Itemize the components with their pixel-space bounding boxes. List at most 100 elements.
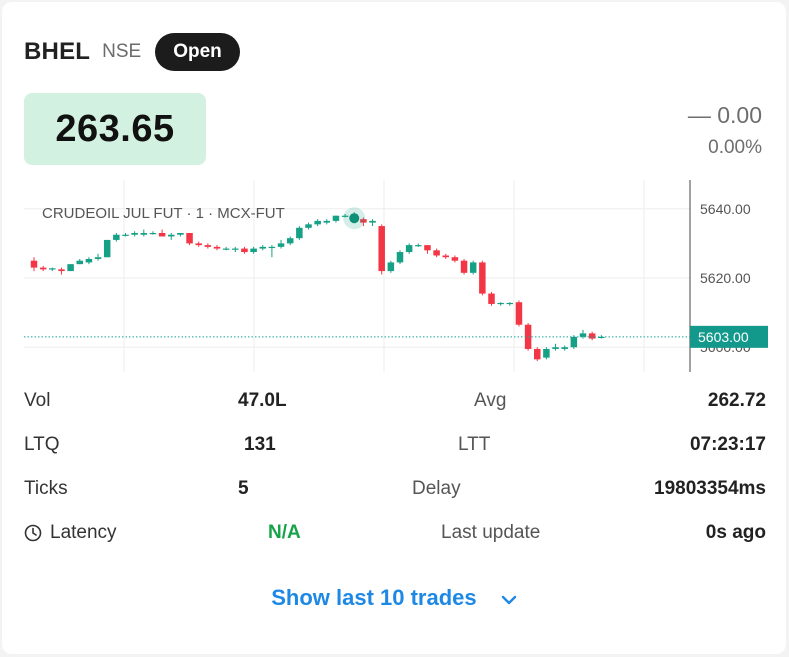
candle-body — [39, 267, 47, 270]
candle — [561, 345, 568, 351]
show-trades-label: Show last 10 trades — [271, 585, 477, 610]
candle — [387, 260, 395, 273]
candle-body — [259, 246, 266, 249]
candle — [543, 347, 550, 360]
candle-body — [405, 245, 413, 253]
candle-body — [168, 234, 175, 237]
stats-row: Latency N/A Last update 0s ago — [24, 518, 766, 562]
candle — [113, 233, 120, 242]
stats-row: Ticks 5 Delay 19803354ms — [24, 474, 766, 518]
candle — [469, 260, 477, 275]
stats-row: LTQ 131 LTT 07:23:17 — [24, 430, 766, 474]
candle — [85, 257, 93, 265]
candle-body — [424, 245, 431, 251]
candle — [570, 335, 578, 349]
candle-body — [378, 226, 385, 272]
candle — [49, 267, 56, 272]
latency-label: Latency — [50, 522, 117, 543]
show-trades-button[interactable]: Show last 10 trades — [2, 585, 786, 612]
last-price-tag-label: 5603.00 — [698, 329, 749, 345]
candle-body — [460, 260, 468, 273]
change-absolute: — 0.00 — [687, 102, 762, 128]
candle — [451, 255, 459, 263]
quote-header: BHEL NSE Open — [24, 33, 240, 71]
y-tick-label: 5620.00 — [700, 270, 751, 286]
symbol-name[interactable]: BHEL — [24, 38, 91, 65]
candle-body — [232, 248, 239, 250]
delay-value: 19803354ms — [654, 478, 766, 499]
chart-candles — [30, 212, 605, 362]
crosshair-dot — [349, 213, 360, 224]
candle-body — [314, 220, 321, 225]
candle — [378, 224, 385, 275]
candle-body — [268, 246, 276, 249]
candle — [579, 329, 587, 339]
candle-body — [67, 264, 74, 272]
candle — [122, 233, 129, 237]
candle-body — [506, 302, 514, 305]
stats-panel: Vol 47.0L Avg 262.72 LTQ 131 LTT 07:23:1… — [24, 386, 766, 562]
candle — [460, 258, 468, 275]
last-price-box: 263.65 — [24, 93, 206, 165]
candle — [250, 246, 257, 254]
candle-body — [552, 347, 559, 349]
candle-body — [94, 257, 102, 259]
candle-body — [122, 234, 129, 236]
ltq-label: LTQ — [24, 434, 60, 455]
candle-body — [588, 333, 596, 339]
last-update-label: Last update — [441, 522, 541, 543]
candle — [286, 236, 294, 246]
candle — [204, 243, 212, 249]
candle — [598, 335, 605, 339]
candle — [268, 245, 276, 258]
avg-value: 262.72 — [707, 390, 766, 411]
candle — [158, 229, 166, 237]
candle — [131, 231, 138, 237]
candle — [360, 217, 367, 227]
candle-body — [360, 219, 367, 223]
candle — [588, 331, 596, 341]
candle — [341, 213, 349, 218]
candle-body — [85, 258, 93, 263]
candle — [58, 267, 65, 275]
candle — [405, 243, 413, 254]
candle — [515, 300, 523, 327]
candle — [433, 248, 440, 258]
market-status-badge: Open — [155, 33, 240, 71]
candle — [369, 219, 376, 227]
ltt-value: 07:23:17 — [689, 434, 766, 455]
candle — [94, 253, 102, 261]
candle-body — [195, 243, 202, 246]
candle-body — [222, 248, 230, 250]
candle-body — [177, 233, 184, 235]
candle-body — [387, 262, 395, 272]
candle — [323, 219, 331, 225]
stats-row: Vol 47.0L Avg 262.72 — [24, 386, 766, 430]
candle — [534, 347, 541, 362]
candle — [186, 233, 193, 246]
candle-body — [341, 215, 349, 217]
last-price: 263.65 — [55, 107, 175, 150]
candle-body — [277, 243, 285, 247]
price-change: — 0.00 0.00% — [688, 102, 762, 159]
candle — [241, 246, 248, 254]
candle-body — [579, 333, 587, 337]
candle-body — [204, 245, 212, 247]
candle-body — [113, 234, 120, 240]
candle-body — [396, 252, 404, 263]
candle-body — [415, 245, 422, 247]
candle — [232, 246, 239, 253]
delay-label: Delay — [412, 478, 461, 499]
candle-body — [149, 233, 157, 235]
candle-body — [286, 238, 294, 244]
candle — [506, 302, 514, 306]
candle-body — [305, 224, 312, 228]
exchange-label: NSE — [102, 41, 142, 62]
candle — [479, 260, 486, 296]
candle — [497, 302, 504, 306]
candle-body — [76, 260, 83, 265]
candle-body — [58, 269, 65, 272]
candle — [195, 241, 202, 247]
candle-body — [332, 215, 340, 221]
